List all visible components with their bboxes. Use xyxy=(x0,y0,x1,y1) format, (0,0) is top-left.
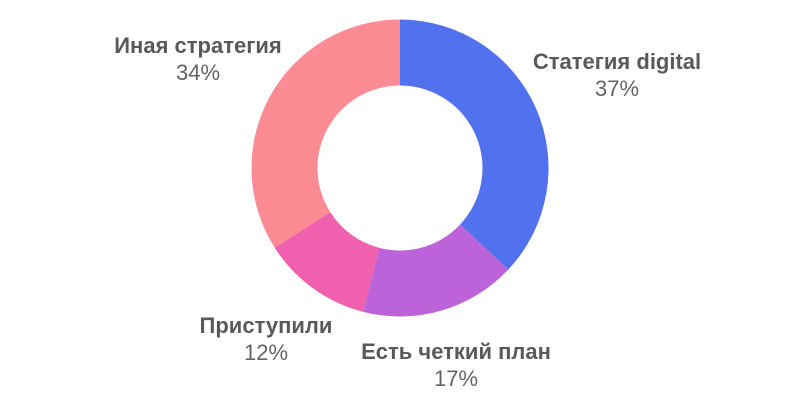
slice-percent: 34% xyxy=(175,60,221,85)
slice-label-inaya-strategiya: Иная стратегия 34% xyxy=(114,32,282,86)
donut-segment-0 xyxy=(400,19,549,270)
slice-name: Иная стратегия xyxy=(114,33,282,58)
slice-label-strategiya-digital: Статегия digital 37% xyxy=(533,48,701,102)
slice-percent: 37% xyxy=(594,76,640,101)
donut-segment-3 xyxy=(251,19,400,248)
slice-name: Есть четкий план xyxy=(361,339,551,364)
donut-segment-1 xyxy=(363,224,509,317)
slice-percent: 12% xyxy=(243,340,289,365)
slice-name: Приступили xyxy=(199,313,333,338)
slice-label-est-chetkiy-plan: Есть четкий план 17% xyxy=(361,338,551,392)
donut-segment-2 xyxy=(274,212,380,312)
slice-label-pristupili: Приступили 12% xyxy=(200,312,333,366)
slice-percent: 17% xyxy=(433,366,479,391)
slice-name: Статегия digital xyxy=(532,49,702,74)
